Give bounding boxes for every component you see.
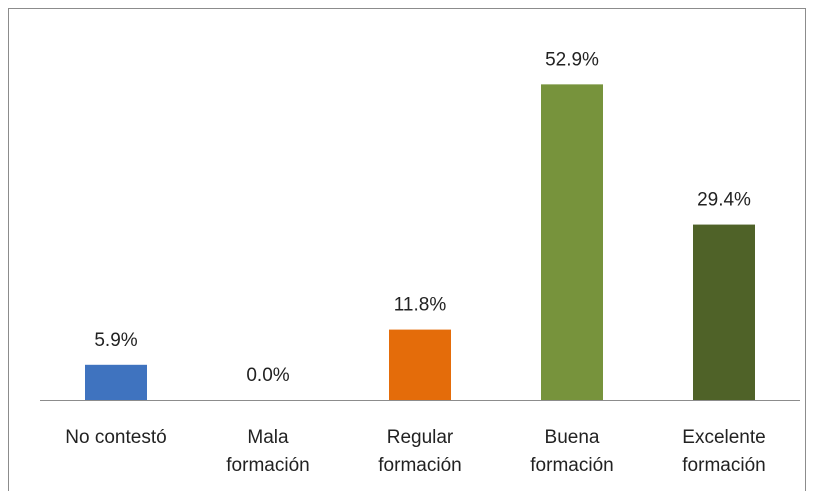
x-tick-label: Mala formación — [226, 427, 310, 476]
data-label: 5.9% — [94, 330, 137, 351]
data-label: 52.9% — [545, 49, 599, 70]
bar — [85, 364, 147, 400]
x-tick-label: Regular formación — [378, 427, 462, 476]
data-label: 0.0% — [246, 365, 289, 386]
bar — [389, 329, 451, 400]
bar — [693, 224, 755, 400]
x-tick-label: Buena formación — [530, 427, 614, 476]
x-tick-label: No contestó — [65, 427, 167, 448]
x-tick-label: Excelente formación — [682, 427, 766, 476]
chart-border — [8, 8, 806, 491]
bar — [541, 84, 603, 400]
data-label: 29.4% — [697, 190, 751, 211]
data-label: 11.8% — [394, 295, 447, 316]
